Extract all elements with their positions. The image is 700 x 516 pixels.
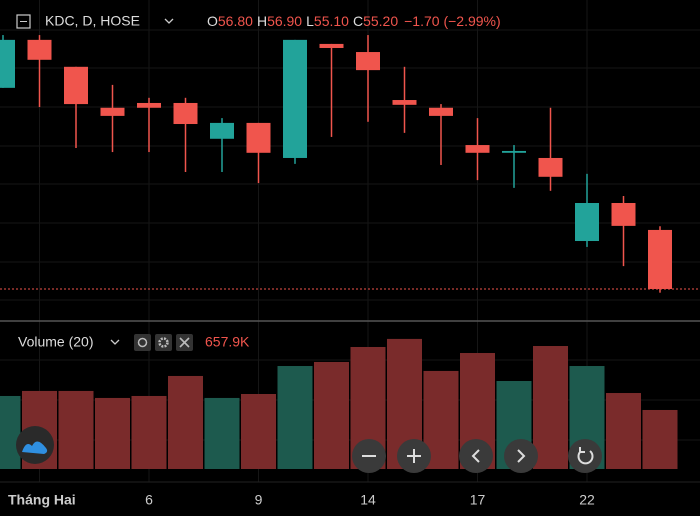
candle-body <box>173 102 198 125</box>
candle-body <box>429 107 453 116</box>
volume-bar <box>131 395 167 469</box>
volume-value: 657.9K <box>205 334 250 350</box>
volume-bar <box>204 397 240 469</box>
x-tick-label: 9 <box>255 492 263 508</box>
candle-body <box>283 39 307 158</box>
ohlc-value: 55.20 <box>363 13 398 29</box>
candle-body <box>648 229 672 289</box>
candle-body <box>356 52 380 71</box>
candle-body <box>210 122 234 139</box>
scroll-right-button[interactable] <box>504 439 538 473</box>
settings-button[interactable] <box>155 334 172 351</box>
symbol[interactable]: KDC, D, HOSE <box>45 13 140 29</box>
candle-body <box>465 145 490 153</box>
symbol-chevron[interactable] <box>164 18 174 24</box>
candle-body <box>27 39 52 60</box>
ohlc-letter: O <box>207 13 218 29</box>
volume-bar <box>277 366 313 469</box>
volume-bar <box>642 409 678 469</box>
change: −1.70 (−2.99%) <box>404 13 501 29</box>
ohlc-value: 56.80 <box>218 13 253 29</box>
settings-icon <box>158 337 169 348</box>
candle-body <box>0 39 15 88</box>
candle-body <box>611 202 636 226</box>
candle-body <box>319 43 344 48</box>
volume-bar <box>533 346 568 469</box>
reset-button[interactable] <box>568 439 602 473</box>
volume-name[interactable]: Volume (20) <box>18 334 93 350</box>
volume-bar <box>314 361 349 469</box>
x-tick-label: 17 <box>470 492 486 508</box>
collapse-icon[interactable] <box>16 14 31 29</box>
volume-bar <box>0 395 21 469</box>
candle-body <box>392 100 417 105</box>
x-tick-label: 14 <box>360 492 376 508</box>
candle-body <box>64 66 88 105</box>
ohlc-letter: L <box>306 13 314 29</box>
x-tick-label: Tháng Hai <box>8 492 76 508</box>
ohlc-letter: C <box>353 13 363 29</box>
ohlc-value: 55.10 <box>314 13 349 29</box>
volume-bar <box>95 397 130 469</box>
ohlc-legend: O56.80 H56.90 L55.10 C55.20 −1.70 (−2.99%) <box>207 13 501 29</box>
candle-body <box>137 102 161 108</box>
volume-bar <box>168 375 203 469</box>
volume-bar <box>241 394 276 469</box>
volume-bar <box>606 393 641 469</box>
ohlc-letter: H <box>257 13 267 29</box>
logo-icon <box>22 441 48 454</box>
scroll-left-button[interactable] <box>459 439 493 473</box>
volume-chevron[interactable] <box>110 339 120 345</box>
candle-body <box>502 150 526 153</box>
x-tick-label: 6 <box>145 492 153 508</box>
eye-button[interactable] <box>134 334 151 351</box>
candle-body <box>575 202 599 242</box>
x-tick-label: 22 <box>579 492 595 508</box>
candle-body <box>246 122 271 153</box>
eye-icon <box>137 337 148 348</box>
close-icon <box>179 337 190 348</box>
volume-bar <box>58 390 94 469</box>
candle-body <box>538 157 563 177</box>
button-icons <box>362 447 594 465</box>
ohlc-value: 56.90 <box>267 13 302 29</box>
candle-body <box>100 107 125 116</box>
